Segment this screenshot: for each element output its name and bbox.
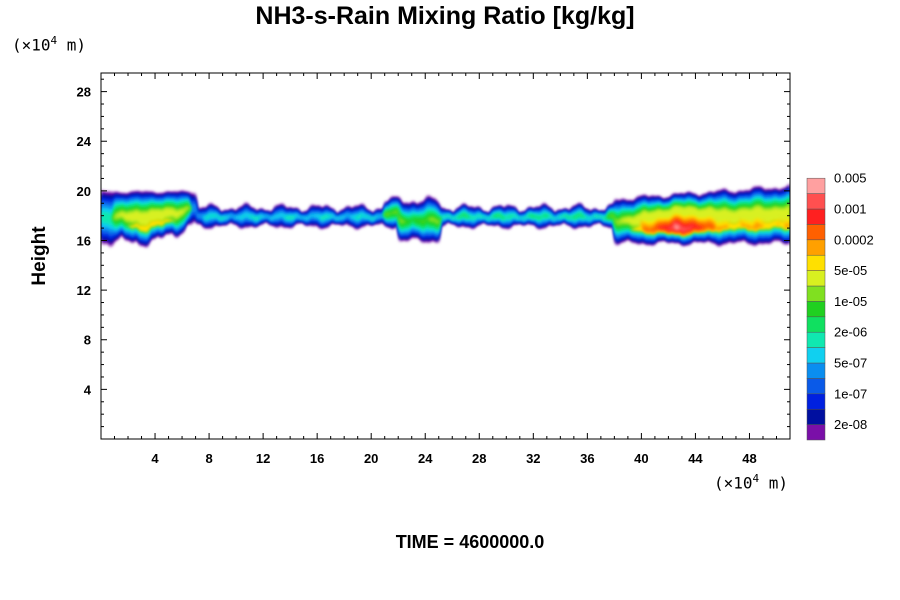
y-tick-label: 20 xyxy=(77,184,91,199)
colorbar-label: 0.005 xyxy=(834,171,867,186)
colorbar-swatch xyxy=(806,239,826,256)
x-tick-label: 44 xyxy=(688,451,703,466)
colorbar-label: 0.001 xyxy=(834,202,867,217)
x-tick-label: 8 xyxy=(205,451,212,466)
x-scale-exponent: 4 xyxy=(752,472,760,485)
y-scale-prefix: (×10 xyxy=(12,35,51,55)
plot-frame xyxy=(100,72,791,440)
colorbar-label: 5e-05 xyxy=(834,263,867,278)
colorbar-label: 2e-08 xyxy=(834,417,867,432)
plot-background xyxy=(101,73,790,439)
colorbar-label: 0.0002 xyxy=(834,232,874,247)
colorbar-swatch xyxy=(806,177,826,194)
x-tick-label: 32 xyxy=(526,451,540,466)
colorbar-swatch xyxy=(806,254,826,271)
y-scale-suffix: m) xyxy=(57,35,87,55)
x-scale-suffix: m) xyxy=(759,473,789,493)
time-label: TIME = 4600000.0 xyxy=(395,532,545,552)
x-tick-label: 28 xyxy=(472,451,486,466)
y-tick-label: 28 xyxy=(77,85,91,100)
y-tick-label: 16 xyxy=(77,233,91,248)
colorbar-swatch xyxy=(806,347,826,364)
x-tick-label: 24 xyxy=(418,451,433,466)
colorbar: 2e-08 1e-07 5e-07 2e-06 1e-05 5e-05 0.0002 0.00… xyxy=(806,171,874,441)
colorbar-swatch xyxy=(806,301,826,318)
level-band xyxy=(101,204,790,232)
y-tick-label: 8 xyxy=(84,333,91,348)
colorbar-swatch xyxy=(806,316,826,333)
x-tick-label: 48 xyxy=(742,451,756,466)
colorbar-swatch xyxy=(806,408,826,425)
x-tick-label: 36 xyxy=(580,451,594,466)
colorbar-swatch xyxy=(806,378,826,395)
colorbar-swatch xyxy=(806,193,826,210)
x-axis-scale-note: (×104 m) xyxy=(714,472,788,492)
y-axis: 4 8 12 16 20 24 28 xyxy=(77,78,790,428)
x-tick-label: 4 xyxy=(151,451,159,466)
x-axis: 4 8 12 16 20 24 28 32 36 40 44 48 xyxy=(114,73,777,466)
colorbar-label: 2e-06 xyxy=(834,325,867,340)
colorbar-swatch xyxy=(806,208,826,225)
level-band xyxy=(101,207,790,237)
colorbar-label: 1e-05 xyxy=(834,294,867,309)
y-tick-label: 12 xyxy=(77,283,91,298)
colorbar-swatch xyxy=(806,270,826,287)
colorbar-swatch xyxy=(806,393,826,410)
chart-title: NH3-s-Rain Mixing Ratio [kg/kg] xyxy=(255,2,635,30)
colorbar-swatch xyxy=(806,224,826,241)
y-tick-label: 4 xyxy=(84,382,92,397)
x-tick-label: 20 xyxy=(364,451,378,466)
level-band xyxy=(101,202,790,234)
colorbar-label: 5e-07 xyxy=(834,356,867,371)
colorbar-label: 1e-07 xyxy=(834,386,867,401)
colorbar-swatch xyxy=(806,424,826,441)
y-scale-exponent: 4 xyxy=(50,34,58,47)
x-tick-label: 40 xyxy=(634,451,648,466)
y-axis-scale-note: (×104 m) xyxy=(12,34,86,54)
x-tick-label: 16 xyxy=(310,451,324,466)
y-tick-label: 24 xyxy=(77,134,92,149)
x-scale-prefix: (×10 xyxy=(714,473,753,493)
level-band xyxy=(101,199,790,235)
x-tick-label: 12 xyxy=(256,451,270,466)
colorbar-swatch xyxy=(806,285,826,302)
mixing-ratio-field xyxy=(101,183,790,248)
colorbar-swatch xyxy=(806,331,826,348)
colorbar-swatch xyxy=(806,362,826,379)
